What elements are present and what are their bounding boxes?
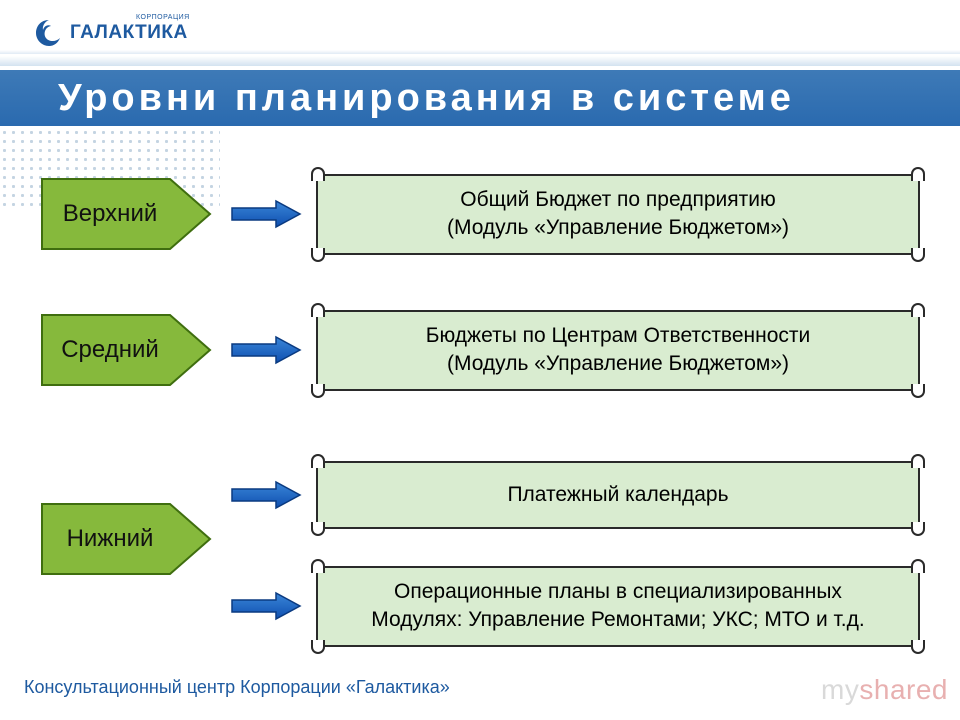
info-text: Операционные планы в специализированных …: [371, 580, 864, 631]
info-text: Платежный календарь: [507, 483, 728, 506]
scroll-decoration-icon: [911, 522, 925, 536]
diagram-content: Верхний Общий Бюджет по предприятию (Мод…: [0, 136, 960, 660]
scroll-decoration-icon: [311, 248, 325, 262]
info-box: Общий Бюджет по предприятию (Модуль «Упр…: [316, 174, 920, 255]
level-shape-top: Верхний: [40, 177, 212, 251]
arrow-icon: [230, 591, 302, 621]
page-title: Уровни планирования в системе: [58, 77, 795, 120]
scroll-decoration-icon: [311, 167, 325, 181]
diagram-row: Верхний Общий Бюджет по предприятию (Мод…: [40, 174, 920, 255]
info-box: Бюджеты по Центрам Ответственности (Моду…: [316, 310, 920, 391]
info-text: Бюджеты по Центрам Ответственности (Моду…: [426, 324, 811, 375]
level-label: Нижний: [50, 502, 170, 576]
arrow-icon: [230, 199, 302, 229]
watermark: myshared: [821, 674, 948, 706]
scroll-decoration-icon: [911, 454, 925, 468]
scroll-decoration-icon: [911, 167, 925, 181]
level-label: Верхний: [50, 177, 170, 251]
decor-band: [0, 50, 960, 54]
level-shape-middle: Средний: [40, 313, 212, 387]
logo-text: ГАЛАКТИКА: [70, 22, 188, 43]
logo-subtext: КОРПОРАЦИЯ: [136, 14, 190, 21]
diagram-row: Средний Бюджеты по Центрам Ответственнос…: [40, 310, 920, 391]
info-text: Общий Бюджет по предприятию (Модуль «Упр…: [447, 188, 789, 239]
arrow-icon: [230, 480, 302, 510]
scroll-decoration-icon: [311, 640, 325, 654]
info-box: Платежный календарь: [316, 461, 920, 529]
arrow-icon: [230, 335, 302, 365]
scroll-decoration-icon: [311, 559, 325, 573]
scroll-decoration-icon: [911, 248, 925, 262]
level-label: Средний: [50, 313, 170, 387]
scroll-decoration-icon: [311, 454, 325, 468]
scroll-decoration-icon: [311, 384, 325, 398]
scroll-decoration-icon: [911, 640, 925, 654]
scroll-decoration-icon: [311, 303, 325, 317]
scroll-decoration-icon: [911, 384, 925, 398]
info-box: Операционные планы в специализированных …: [316, 566, 920, 647]
logo-swirl-icon: [34, 18, 64, 48]
level-shape-bottom: Нижний: [40, 502, 212, 576]
scroll-decoration-icon: [911, 303, 925, 317]
scroll-decoration-icon: [311, 522, 325, 536]
scroll-decoration-icon: [911, 559, 925, 573]
footer-text: Консультационный центр Корпорации «Галак…: [24, 677, 450, 698]
title-bar: Уровни планирования в системе: [0, 70, 960, 126]
brand-logo: ГАЛАКТИКА КОРПОРАЦИЯ: [34, 18, 188, 48]
diagram-row: Операционные планы в специализированных …: [40, 566, 920, 647]
decor-band: [0, 56, 960, 66]
